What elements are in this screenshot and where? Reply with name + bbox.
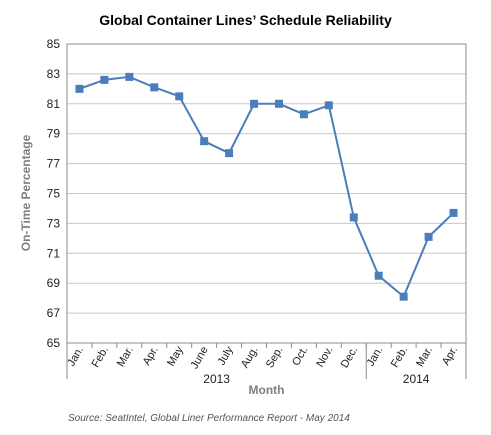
x-tick-label: July (216, 344, 236, 367)
y-tick-label: 65 (47, 336, 61, 350)
x-tick-label: Mar. (414, 345, 435, 370)
series-line (79, 75, 455, 299)
data-point (299, 110, 308, 119)
x-tick-label: Apr. (440, 345, 460, 368)
x-tick-label: Mar. (115, 345, 136, 370)
y-tick-label: 67 (47, 306, 61, 320)
data-point (150, 83, 159, 92)
data-point (449, 208, 458, 217)
x-tick-label: Sep. (264, 345, 286, 371)
year-label: 2014 (403, 372, 430, 386)
y-tick-label: 69 (47, 276, 61, 290)
source-note: Source: SeatIntel, Global Liner Performa… (68, 413, 350, 424)
data-point (324, 101, 333, 110)
data-point (274, 99, 283, 108)
y-tick-label: 73 (47, 216, 61, 230)
chart-title: Global Container Lines’ Schedule Reliabi… (99, 12, 392, 28)
x-tick-label: Jan. (365, 345, 386, 369)
data-point (424, 232, 433, 241)
data-point (250, 99, 259, 108)
data-point (75, 84, 84, 93)
y-tick-label: 71 (47, 246, 61, 260)
x-axis-label: Month (248, 383, 285, 397)
data-point (100, 75, 109, 84)
data-point (200, 137, 209, 146)
year-label: 2013 (203, 372, 230, 386)
x-tick-label: June (188, 345, 210, 372)
x-tick-label: Feb. (90, 345, 111, 370)
x-tick-label: Feb. (389, 345, 410, 370)
data-point (225, 149, 234, 158)
x-tick-label: Aug. (239, 345, 261, 371)
y-tick-label: 77 (47, 157, 61, 171)
y-tick-label: 79 (47, 127, 61, 141)
x-tick-label: Apr. (141, 345, 161, 368)
x-tick-label: Dec. (339, 345, 361, 371)
y-tick-label: 85 (47, 37, 61, 51)
data-point (125, 72, 134, 81)
x-tick-label: Oct. (290, 345, 310, 368)
y-tick-label: 83 (47, 67, 61, 81)
x-tick-label: Nov. (314, 345, 335, 370)
x-tick-label: May (165, 344, 186, 368)
data-point (175, 92, 184, 101)
data-point (349, 213, 358, 222)
x-tick-label: Jan. (65, 345, 86, 369)
y-tick-label: 75 (47, 187, 61, 201)
y-tick-label: 81 (47, 97, 61, 111)
data-point (399, 292, 408, 301)
data-point (374, 271, 383, 280)
